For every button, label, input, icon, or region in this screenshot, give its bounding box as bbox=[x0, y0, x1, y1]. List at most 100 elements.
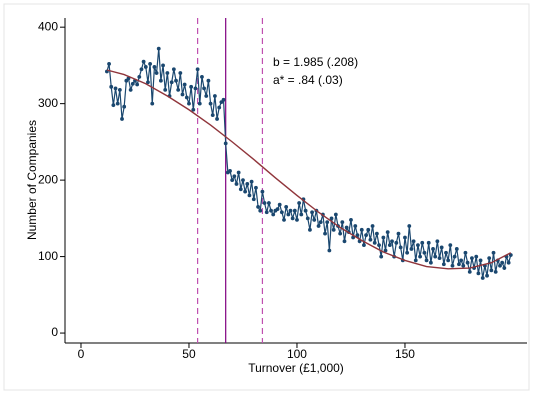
data-point bbox=[435, 239, 440, 244]
data-point bbox=[107, 61, 111, 66]
data-point bbox=[299, 212, 304, 217]
data-point bbox=[457, 262, 461, 267]
data-point bbox=[180, 92, 185, 97]
data-point bbox=[266, 201, 271, 205]
data-point bbox=[212, 94, 217, 98]
data-point bbox=[333, 212, 338, 217]
data-point bbox=[243, 189, 248, 194]
data-point bbox=[344, 225, 349, 230]
data-point bbox=[396, 231, 401, 236]
data-point bbox=[189, 84, 194, 89]
data-point bbox=[362, 243, 366, 248]
data-point bbox=[325, 220, 330, 225]
data-point bbox=[467, 269, 472, 274]
data-point bbox=[465, 260, 470, 265]
graph-frame bbox=[3, 3, 530, 391]
data-point bbox=[498, 263, 502, 268]
data-point bbox=[256, 204, 260, 209]
x-tick-label: 50 bbox=[182, 347, 196, 361]
data-point bbox=[137, 74, 142, 79]
data-point bbox=[161, 63, 165, 68]
data-point bbox=[424, 258, 429, 263]
data-point bbox=[271, 212, 276, 217]
data-point bbox=[154, 71, 159, 75]
data-point bbox=[454, 247, 459, 251]
data-point bbox=[200, 74, 204, 79]
data-point bbox=[148, 61, 152, 66]
data-point bbox=[146, 80, 150, 85]
data-point bbox=[206, 78, 211, 83]
data-point bbox=[279, 210, 284, 215]
data-point bbox=[277, 202, 282, 207]
data-point bbox=[327, 248, 332, 253]
data-point bbox=[446, 258, 451, 263]
data-point bbox=[372, 240, 377, 245]
data-point bbox=[238, 187, 243, 192]
data-point bbox=[308, 227, 312, 232]
data-point bbox=[223, 141, 228, 146]
data-point bbox=[158, 78, 163, 83]
data-point bbox=[437, 256, 442, 261]
data-point bbox=[176, 87, 181, 92]
data-point bbox=[370, 224, 375, 228]
data-point bbox=[290, 216, 295, 221]
data-point bbox=[230, 178, 235, 183]
data-point bbox=[463, 250, 468, 255]
data-point bbox=[416, 243, 420, 248]
data-point bbox=[487, 256, 492, 261]
data-point bbox=[489, 268, 494, 273]
data-point bbox=[247, 193, 252, 198]
data-point bbox=[264, 210, 269, 215]
data-point bbox=[143, 65, 148, 69]
data-point bbox=[420, 240, 425, 245]
data-line bbox=[106, 48, 512, 279]
data-point bbox=[171, 67, 176, 72]
data-point bbox=[120, 117, 124, 121]
data-point bbox=[275, 207, 280, 212]
data-point bbox=[156, 46, 161, 51]
data-point bbox=[165, 71, 170, 75]
data-point bbox=[366, 227, 371, 232]
data-point bbox=[303, 208, 308, 213]
data-point bbox=[422, 250, 427, 255]
data-point bbox=[195, 67, 200, 72]
data-point bbox=[139, 67, 144, 72]
data-point bbox=[128, 87, 133, 92]
data-point bbox=[288, 208, 293, 213]
data-point bbox=[480, 276, 485, 280]
data-point bbox=[359, 227, 364, 232]
data-point bbox=[349, 217, 353, 222]
data-point bbox=[178, 71, 183, 75]
data-point bbox=[221, 97, 226, 102]
data-point bbox=[204, 94, 209, 98]
data-point bbox=[182, 82, 187, 87]
data-point bbox=[130, 81, 135, 86]
data-point bbox=[318, 220, 323, 225]
data-point bbox=[254, 185, 258, 190]
data-point bbox=[316, 224, 321, 228]
data-point bbox=[169, 80, 174, 85]
data-point bbox=[202, 86, 206, 91]
data-point bbox=[342, 239, 347, 244]
data-point bbox=[191, 107, 196, 112]
data-point bbox=[491, 250, 496, 255]
data-point bbox=[310, 210, 314, 215]
data-point bbox=[403, 235, 407, 240]
data-point bbox=[269, 208, 273, 213]
data-point bbox=[163, 87, 168, 92]
data-point bbox=[355, 233, 360, 238]
y-tick-label: 0 bbox=[51, 325, 58, 339]
data-point bbox=[338, 231, 343, 236]
data-point bbox=[508, 253, 513, 257]
data-point bbox=[305, 216, 310, 221]
data-point bbox=[152, 65, 157, 69]
data-point bbox=[411, 239, 416, 244]
data-point bbox=[284, 204, 289, 209]
data-point bbox=[478, 258, 483, 263]
data-point bbox=[312, 217, 317, 222]
data-point bbox=[208, 101, 213, 106]
x-tick-label: 150 bbox=[395, 347, 415, 361]
data-point bbox=[210, 113, 215, 118]
data-point bbox=[258, 208, 263, 213]
